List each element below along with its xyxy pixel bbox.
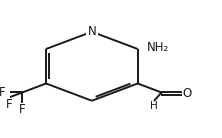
Text: F: F	[6, 98, 13, 111]
Text: N: N	[87, 25, 96, 38]
Text: O: O	[182, 87, 192, 100]
Text: H: H	[150, 101, 157, 111]
Text: NH₂: NH₂	[147, 41, 169, 54]
Text: F: F	[0, 86, 6, 99]
Text: F: F	[19, 103, 26, 116]
